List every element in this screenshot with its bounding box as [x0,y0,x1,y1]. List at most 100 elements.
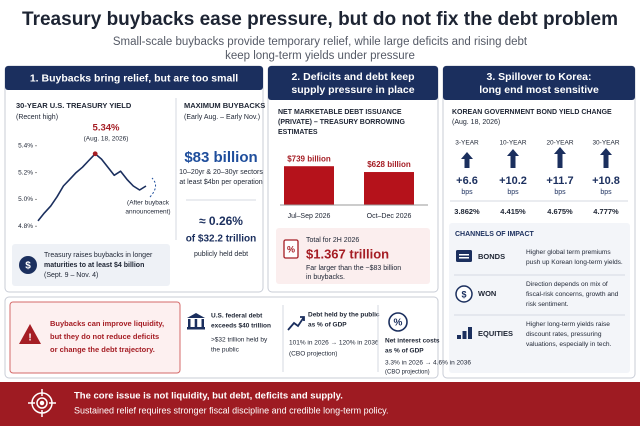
line-series [37,153,147,222]
change-unit: bps [461,189,473,196]
up-arrow [507,149,519,168]
change-value: +10.2 [499,175,527,187]
annotation: (After buyback [127,200,170,207]
share-of: of $32.2 trillion [186,234,257,245]
won-icon-glyph: $ [461,289,466,299]
up-arrow [554,147,566,168]
footer-text: The core issue is not liquidity, but deb… [74,391,343,402]
peak-label: 5.34% [93,123,120,134]
change-unit: bps [507,189,519,196]
change-unit: bps [554,189,566,196]
channel-text: push up Korean long-term yields. [526,259,623,266]
channel-text: discount rates, pressuring [526,331,602,338]
value-label: $739 billion [287,154,331,163]
category-label: Jul–Sep 2026 [288,213,331,220]
chart-title: 30-YEAR U.S. TREASURY YIELD [16,101,132,110]
yield-value: 3.862% [454,207,480,216]
chart-subtitle: (Recent high) [16,114,58,121]
yield-value: 4.777% [593,207,619,216]
warning-icon [19,324,41,344]
buyback-detail: 10–20yr & 20–30yr sectors [179,169,263,176]
fact-title: Net interest costs [385,338,440,345]
trend-icon [287,316,305,331]
document-icon-glyph: % [287,244,295,254]
y-tick-label: 5.4% [18,142,33,149]
total-note: Far larger than the ~$83 billion [306,265,401,272]
subtitle: Small-scale buybacks provide temporary r… [113,36,528,48]
document-icon [283,239,299,259]
up-arrow [600,148,612,168]
money-icon [19,256,37,274]
korea-date: (Aug. 18, 2026) [452,119,500,126]
channel-name: WON [478,289,496,298]
channel-text: fiscal-risk concerns, growth and [526,291,619,298]
term-columns: 3-YEAR +6.6 bps 3.862% 10-YEAR +10.2 bps 4.415%… [454,140,620,216]
footer-text: Sustained relief requires stronger fisca… [74,405,389,415]
warning-text: Buybacks can improve liquidity, [50,319,164,328]
fact-detail: (CBO projection) [289,351,337,358]
bar-chart: $739 billion Jul–Sep 2026 $628 billion Oct–… [280,154,428,220]
panel-title: supply pressure in place [291,84,414,96]
yield-value: 4.675% [547,207,573,216]
chart-title: ESTIMATES [278,129,318,136]
total-label: Total for 2H 2026 [306,237,359,244]
category-label: Oct–Dec 2026 [367,213,412,220]
channels-box [449,223,630,373]
channel-text: Higher global term premiums [526,249,611,256]
line-chart: 5.4% 5.2% 5.0% 4.8% [18,142,147,230]
title: Treasury buybacks ease pressure, but do … [22,9,618,30]
peak-marker [92,151,98,157]
fact-detail: 3.3% in 2026 → 4.6% in 2036 [385,360,471,367]
channel-text: risk sentiment. [526,301,569,308]
share-note: publicly held debt [194,251,248,258]
change-value: +6.6 [456,175,478,187]
equity-icon-bar [457,335,461,339]
fact-detail: the public [211,347,240,354]
fact-title: U.S. federal debt [211,313,263,320]
percent-icon [388,312,408,332]
change-unit: bps [600,189,612,196]
warning-box [9,301,181,374]
equity-icon-bar [462,331,467,339]
channels-title: CHANNELS OF IMPACT [455,231,535,238]
panel-header [443,66,635,100]
panel-title: 1. Buybacks bring relief, but are too sm… [30,72,238,84]
equity-icon-bar [468,327,472,339]
warning-text: or change the debt trajectory. [50,345,155,354]
peak-date: (Aug. 18, 2026) [84,136,129,143]
total-note: in buybacks. [306,274,345,281]
channel-list: BONDS Higher global term premiums push up … [454,249,625,348]
total-amount: $1.367 trillion [306,246,389,261]
term-label: 10-YEAR [499,140,526,147]
chart-title: (PRIVATE) – TREASURY BORROWING [278,119,405,126]
up-arrow [461,152,473,168]
panel-title: long end most sensitive [479,84,599,96]
term-label: 20-YEAR [546,140,573,147]
panel-title: 3. Spillover to Korea: [486,71,591,83]
fact-title: as % of GDP [308,322,347,329]
annotation: announcement) [125,209,170,216]
yield-value: 4.415% [500,207,526,216]
chart-title: NET MARKETABLE DEBT ISSUANCE [278,109,402,116]
y-tick-label: 5.0% [18,196,33,203]
target-icon [28,389,56,417]
change-value: +11.7 [546,175,573,187]
warning-text: but they do not reduce deficits [50,332,159,341]
fact-detail: (CBO projection) [385,370,430,376]
footer [0,382,640,426]
bond-icon-line [459,257,469,259]
korea-title: KOREAN GOVERNMENT BOND YIELD CHANGE [452,109,612,116]
y-tick-label: 5.2% [18,169,33,176]
value-label: $628 billion [367,160,411,169]
fact-detail: 101% in 2026 → 120% in 2036 [289,340,379,347]
buyback-detail: at least $4bn per operation [179,179,262,186]
change-value: +10.8 [592,175,620,187]
y-tick-label: 4.8% [18,223,33,230]
note-text: (Sept. 9 – Nov. 4) [44,272,98,279]
channel-text: valuations, especially in tech. [526,341,612,348]
percent-icon-glyph: % [394,318,403,329]
note-box [12,244,170,286]
bar [364,172,414,205]
bond-icon [456,250,472,262]
